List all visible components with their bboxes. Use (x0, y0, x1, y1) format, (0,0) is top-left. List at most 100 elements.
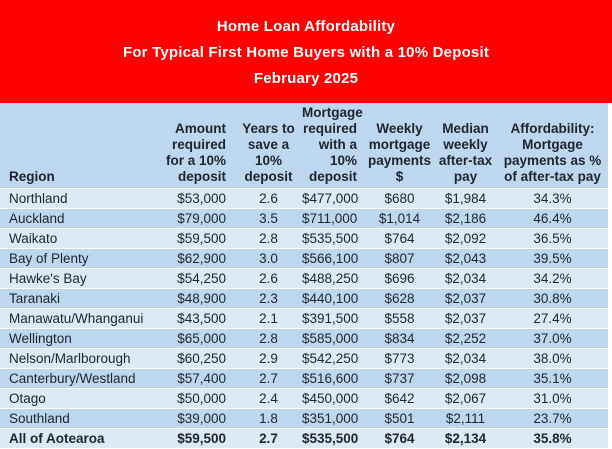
value-cell: $60,250 (177, 351, 226, 366)
value-cell: $516,600 (302, 371, 359, 386)
table-header: Region Amount required for a 10% deposit… (0, 103, 608, 189)
value-cell: $54,250 (177, 271, 226, 286)
region-cell: Otago (9, 391, 46, 406)
value-cell: 35.1% (533, 371, 572, 386)
column-header-region: Region (9, 169, 55, 184)
value-cell: 27.4% (533, 311, 572, 326)
value-cell: $39,000 (177, 411, 226, 426)
value-cell: $2,037 (444, 311, 487, 326)
affordability-table: Region Amount required for a 10% deposit… (0, 103, 608, 449)
value-cell: 35.8% (533, 431, 572, 446)
value-cell: 37.0% (533, 331, 572, 346)
value-cell: $450,000 (302, 391, 359, 406)
value-cell: $585,000 (302, 331, 359, 346)
table-row: Bay of Plenty $62,900 3.0 $566,100 $807 $2,04… (0, 248, 608, 269)
column-header-weekly-payments: Weekly mortgage payments $ (367, 121, 432, 184)
column-header-mortgage-required: Mortgage required with a 10% deposit (302, 105, 363, 184)
value-cell: $501 (384, 411, 415, 426)
table-row: Nelson/Marlborough $60,250 2.9 $542,250 $773… (0, 348, 608, 369)
value-cell: $2,186 (444, 211, 487, 226)
table-row: Southland $39,000 1.8 $351,000 $501 $2,111 23.… (0, 408, 608, 429)
report-period: February 2025 (253, 70, 359, 87)
region-cell: Taranaki (9, 291, 61, 306)
value-cell: $79,000 (177, 211, 226, 226)
region-cell: Manawatu/Whanganui (9, 311, 144, 326)
region-cell: Hawke's Bay (9, 271, 87, 286)
value-cell: $50,000 (177, 391, 226, 406)
table-container: Region Amount required for a 10% deposit… (0, 103, 612, 449)
region-cell: Bay of Plenty (9, 251, 89, 266)
value-cell: $628 (384, 291, 415, 306)
region-cell: Nelson/Marlborough (9, 351, 131, 366)
value-cell: 31.0% (533, 391, 572, 406)
table-row: Hawke's Bay $54,250 2.6 $488,250 $696 $2,034 3… (0, 268, 608, 289)
value-cell: 2.9 (259, 351, 278, 366)
value-cell: 2.6 (259, 271, 278, 286)
region-cell: Southland (9, 411, 70, 426)
table-row: All of Aotearoa $59,500 2.7 $535,500 $764 $2,… (0, 428, 608, 449)
value-cell: 2.3 (259, 291, 278, 306)
table-row: Canterbury/Westland $57,400 2.7 $516,600 $73… (0, 368, 608, 389)
value-cell: $834 (384, 331, 415, 346)
title-banner: Home Loan Affordability For Typical Firs… (0, 0, 612, 103)
value-cell: 34.2% (533, 271, 572, 286)
value-cell: 46.4% (533, 211, 572, 226)
value-cell: $57,400 (177, 371, 226, 386)
table-row: Auckland $79,000 3.5 $711,000 $1,014 $2,186 46… (0, 208, 608, 229)
column-header-affordability: Affordability: Mortgage payments as % of… (503, 121, 602, 184)
value-cell: $764 (384, 431, 415, 446)
value-cell: $542,250 (302, 351, 359, 366)
value-cell: $2,111 (445, 411, 486, 426)
value-cell: 2.8 (259, 331, 278, 346)
region-cell: Wellington (9, 331, 72, 346)
value-cell: 2.4 (259, 391, 278, 406)
region-cell: Northland (9, 191, 68, 206)
value-cell: $2,092 (444, 231, 487, 246)
value-cell: 34.3% (533, 191, 572, 206)
value-cell: $737 (384, 371, 415, 386)
value-cell: $696 (384, 271, 415, 286)
report-subtitle: For Typical First Home Buyers with a 10%… (122, 44, 490, 61)
value-cell: $2,037 (444, 291, 487, 306)
value-cell: $351,000 (302, 411, 359, 426)
column-header-median-pay: Median weekly after-tax pay (438, 121, 493, 184)
region-cell: All of Aotearoa (9, 431, 105, 446)
header-row: Region Amount required for a 10% deposit… (0, 103, 608, 189)
value-cell: $764 (384, 231, 415, 246)
value-cell: $558 (384, 311, 415, 326)
column-header-years-to-save: Years to save a 10% deposit (242, 121, 295, 184)
value-cell: $2,067 (444, 391, 487, 406)
value-cell: 23.7% (533, 411, 572, 426)
value-cell: 3.0 (259, 251, 278, 266)
value-cell: $2,034 (444, 351, 487, 366)
table-row: Otago $50,000 2.4 $450,000 $642 $2,067 31.0% (0, 388, 608, 409)
value-cell: 39.5% (533, 251, 572, 266)
value-cell: $65,000 (177, 331, 226, 346)
report-title: Home Loan Affordability (216, 18, 396, 35)
value-cell: $535,500 (302, 231, 359, 246)
value-cell: $773 (384, 351, 415, 366)
value-cell: $2,252 (444, 331, 487, 346)
value-cell: $440,100 (302, 291, 359, 306)
value-cell: $59,500 (177, 231, 226, 246)
value-cell: 2.7 (259, 431, 278, 446)
value-cell: 30.8% (533, 291, 572, 306)
value-cell: $2,043 (444, 251, 487, 266)
table-row: Waikato $59,500 2.8 $535,500 $764 $2,092 36.5% (0, 228, 608, 249)
region-cell: Waikato (9, 231, 58, 246)
value-cell: 2.7 (259, 371, 278, 386)
region-cell: Canterbury/Westland (9, 371, 136, 386)
value-cell: $391,500 (302, 311, 359, 326)
table-row: Manawatu/Whanganui $43,500 2.1 $391,500 $558… (0, 308, 608, 329)
value-cell: 36.5% (533, 231, 572, 246)
value-cell: $48,900 (177, 291, 226, 306)
column-header-deposit-amount: Amount required for a 10% deposit (165, 121, 226, 184)
table-row: Taranaki $48,900 2.3 $440,100 $628 $2,037 30.8… (0, 288, 608, 309)
table-row: Wellington $65,000 2.8 $585,000 $834 $2,252 37… (0, 328, 608, 349)
value-cell: $477,000 (302, 191, 359, 206)
value-cell: $488,250 (302, 271, 359, 286)
value-cell: 38.0% (533, 351, 572, 366)
value-cell: $2,134 (444, 431, 487, 446)
table-body: Northland $53,000 2.6 $477,000 $680 $1,984 34.… (0, 188, 608, 449)
